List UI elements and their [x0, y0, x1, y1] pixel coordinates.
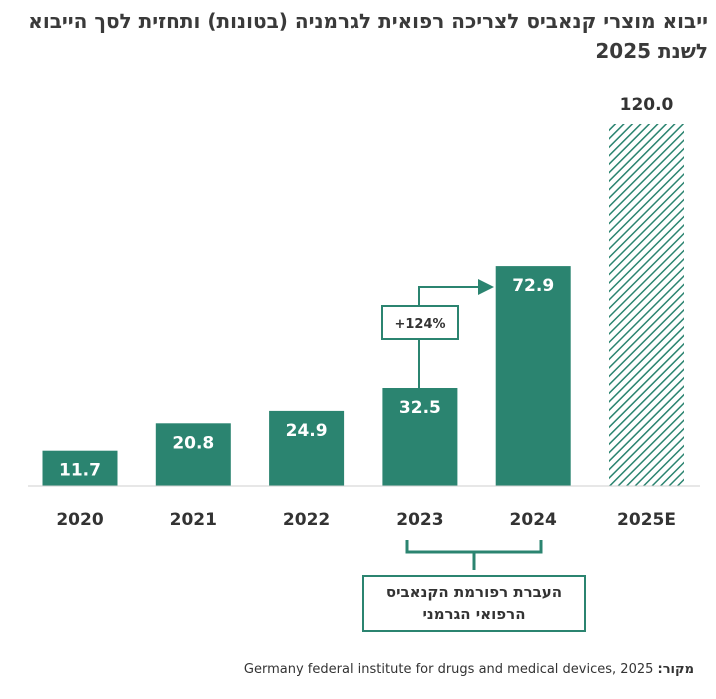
- bar-2024: [495, 266, 571, 486]
- reform-annotation-box: העברת רפורמת הקנאביס הרפואי הגרמני: [362, 575, 586, 632]
- bar-2022: [269, 410, 345, 486]
- growth-label: +124%: [394, 317, 445, 332]
- source-note: מקור: Germany federal institute for drug…: [4, 662, 694, 677]
- x-tick-2025e: 2025E: [617, 510, 676, 530]
- value-label-2025e: 120.0: [620, 95, 674, 115]
- value-label-2020: 11.7: [59, 461, 101, 481]
- bar-2021: [155, 423, 231, 486]
- value-label-2021: 20.8: [172, 433, 214, 453]
- source-text: Germany federal institute for drugs and …: [243, 662, 654, 677]
- bar-2025e: [609, 124, 684, 486]
- reform-bracket: [405, 540, 543, 570]
- value-label-2024: 72.9: [512, 276, 554, 296]
- bar-2023: [382, 388, 458, 486]
- x-tick-2024: 2024: [510, 510, 557, 530]
- source-label: מקור:: [657, 662, 694, 677]
- x-tick-2022: 2022: [283, 510, 330, 530]
- chart-title: ייבוא מוצרי קנאביס לצריכה רפואית לגרמניה…: [28, 9, 708, 63]
- reform-line-1: העברת רפורמת הקנאביס: [385, 583, 563, 601]
- growth-box: [381, 305, 459, 340]
- reform-line-2: הרפואי הגרמני: [422, 605, 526, 623]
- growth-connector: [418, 279, 494, 388]
- x-tick-2021: 2021: [170, 510, 217, 530]
- value-label-2022: 24.9: [286, 421, 328, 441]
- x-tick-2020: 2020: [56, 510, 103, 530]
- x-tick-2023: 2023: [396, 510, 443, 530]
- bar-2020: [42, 450, 118, 486]
- value-label-2023: 32.5: [399, 398, 441, 418]
